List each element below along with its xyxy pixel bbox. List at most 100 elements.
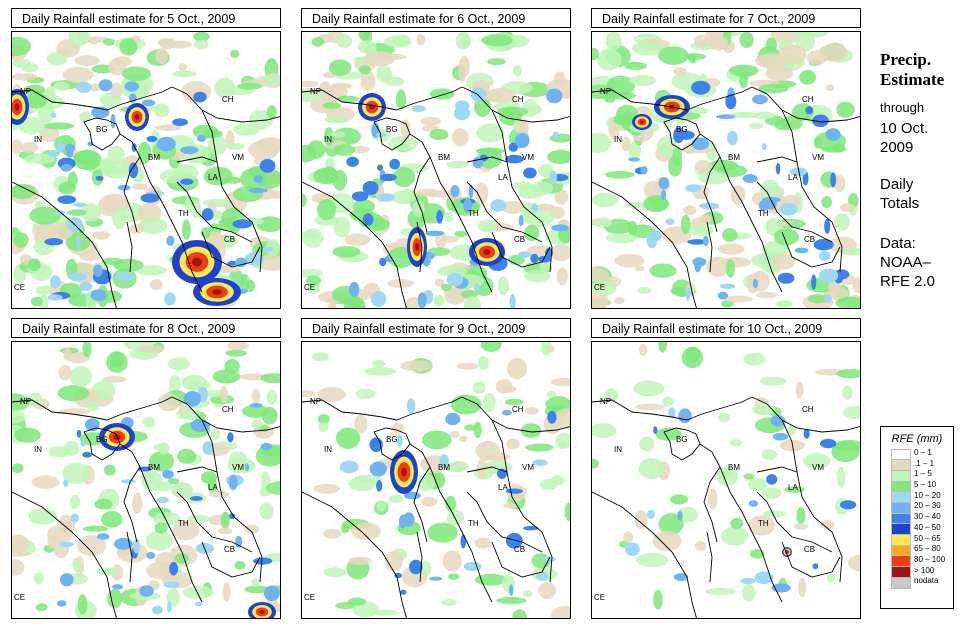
legend-item: 0 – 1 xyxy=(891,448,953,461)
country-label: TH xyxy=(178,209,189,218)
country-label: VM xyxy=(232,153,244,162)
country-label: IN xyxy=(324,135,332,144)
legend-label: > 100 xyxy=(914,565,935,575)
country-label: VM xyxy=(812,153,824,162)
country-label: IN xyxy=(34,445,42,454)
legend-label: 80 – 100 xyxy=(914,554,946,564)
country-label: BM xyxy=(148,153,160,162)
legend-item: 5 – 10 xyxy=(891,480,953,493)
legend-title: RFE (mm) xyxy=(891,433,943,445)
rainfall-map: NP IN BG CH BM VM LA TH CB CE xyxy=(301,341,571,619)
rainfall-map: NP IN BG CH BM VM LA TH CB CE xyxy=(591,31,861,309)
legend-swatch xyxy=(891,576,911,589)
country-label: LA xyxy=(788,173,798,182)
legend-item: > 100 xyxy=(891,565,953,579)
country-label: CH xyxy=(802,405,814,414)
legend-item: 10 – 20 xyxy=(891,491,953,504)
country-label: NP xyxy=(20,87,31,96)
country-label: TH xyxy=(468,519,479,528)
rainfall-map: NP IN BG CH BM VM LA TH CB CE xyxy=(11,341,281,619)
panel-title: Daily Rainfall estimate for 8 Oct., 2009 xyxy=(11,318,281,338)
country-label: CH xyxy=(802,95,814,104)
panel-title: Daily Rainfall estimate for 5 Oct., 2009 xyxy=(11,8,281,28)
end-date: 10 Oct. 2009 xyxy=(880,120,929,156)
country-label: BG xyxy=(386,125,398,134)
country-label: BM xyxy=(728,463,740,472)
country-label: CB xyxy=(514,235,525,244)
country-label: CE xyxy=(594,283,605,292)
country-label: NP xyxy=(310,397,321,406)
country-label: TH xyxy=(758,519,769,528)
country-label: BG xyxy=(676,435,688,444)
panel-title: Daily Rainfall estimate for 10 Oct., 200… xyxy=(591,318,861,338)
country-label: IN xyxy=(614,445,622,454)
country-label: CE xyxy=(14,283,25,292)
through-label: through xyxy=(880,100,925,115)
country-label: NP xyxy=(600,87,611,96)
rainfall-panel: Daily Rainfall estimate for 9 Oct., 2009… xyxy=(301,318,571,619)
legend-label: 5 – 10 xyxy=(914,480,937,490)
country-label: LA xyxy=(208,483,218,492)
rainfall-panel: Daily Rainfall estimate for 5 Oct., 2009… xyxy=(11,8,281,309)
country-label: TH xyxy=(178,519,189,528)
legend-label: nodata xyxy=(914,576,939,586)
country-label: BG xyxy=(386,435,398,444)
country-label: CB xyxy=(514,545,525,554)
country-label: CH xyxy=(222,405,234,414)
country-label: CB xyxy=(804,235,815,244)
country-label: LA xyxy=(788,483,798,492)
country-label: CB xyxy=(224,235,235,244)
country-label: VM xyxy=(232,463,244,472)
country-label: CE xyxy=(594,593,605,602)
rainfall-map: NP IN BG CH BM VM LA TH CB CE xyxy=(591,341,861,619)
country-label: TH xyxy=(758,209,769,218)
country-label: VM xyxy=(812,463,824,472)
rainfall-panel: Daily Rainfall estimate for 7 Oct., 2009… xyxy=(591,8,861,309)
legend-label: .1 – 1 xyxy=(914,458,935,468)
rainfall-panel: Daily Rainfall estimate for 10 Oct., 200… xyxy=(591,318,861,619)
panel-title: Daily Rainfall estimate for 7 Oct., 2009 xyxy=(591,8,861,28)
country-label: CB xyxy=(804,545,815,554)
country-label: CH xyxy=(512,95,524,104)
country-label: LA xyxy=(498,173,508,182)
country-label: CH xyxy=(222,95,234,104)
panel-title: Daily Rainfall estimate for 6 Oct., 2009 xyxy=(301,8,571,28)
legend-label: 40 – 50 xyxy=(914,522,941,532)
country-label: BG xyxy=(96,125,108,134)
legend-label: 50 – 65 xyxy=(914,533,941,543)
legend-label: 65 – 80 xyxy=(914,544,941,554)
legend-label: 20 – 30 xyxy=(914,501,941,511)
legend-item: 65 – 80 xyxy=(891,544,953,557)
country-label: LA xyxy=(208,173,218,182)
legend-item: 1 – 5 xyxy=(891,469,953,482)
legend-item: 20 – 30 xyxy=(891,501,953,514)
country-label: BG xyxy=(96,435,108,444)
legend-item: 80 – 100 xyxy=(891,554,953,568)
legend-item: 50 – 65 xyxy=(891,533,953,546)
panel-title: Daily Rainfall estimate for 9 Oct., 2009 xyxy=(301,318,571,338)
country-label: IN xyxy=(34,135,42,144)
country-label: BM xyxy=(728,153,740,162)
precip-estimate-title: Precip. Estimate xyxy=(880,50,945,89)
country-label: CE xyxy=(304,593,315,602)
country-label: IN xyxy=(614,135,622,144)
legend-item: nodata xyxy=(891,576,953,589)
country-label: BG xyxy=(676,125,688,134)
data-source: Data: NOAA– RFE 2.0 xyxy=(880,235,936,290)
country-label: BM xyxy=(438,463,450,472)
country-label: NP xyxy=(20,397,31,406)
country-label: TH xyxy=(468,209,479,218)
country-label: VM xyxy=(522,463,534,472)
country-label: VM xyxy=(522,153,534,162)
legend-label: 0 – 1 xyxy=(914,448,932,457)
rainfall-panel: Daily Rainfall estimate for 6 Oct., 2009… xyxy=(301,8,571,309)
country-label: NP xyxy=(600,397,611,406)
legend-item: 40 – 50 xyxy=(891,522,953,536)
legend-label: 1 – 5 xyxy=(914,469,932,479)
country-label: CH xyxy=(512,405,524,414)
rainfall-panel: Daily Rainfall estimate for 8 Oct., 2009… xyxy=(11,318,281,619)
country-label: LA xyxy=(498,483,508,492)
country-label: IN xyxy=(324,445,332,454)
